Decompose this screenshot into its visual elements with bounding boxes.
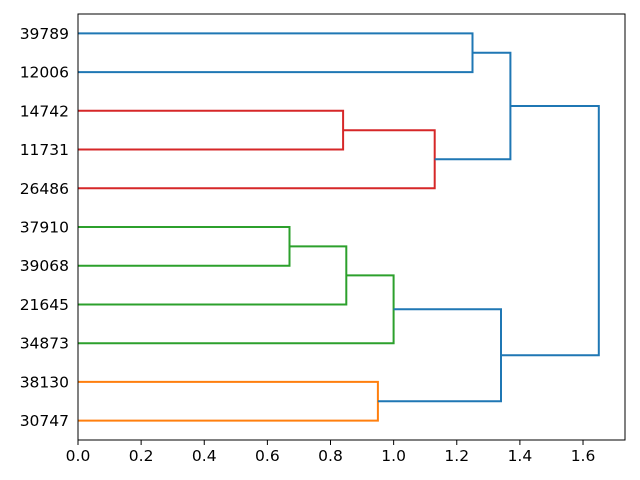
dendrogram-link-9 [501, 105, 600, 357]
x-tick-label-7: 1.4 [508, 447, 533, 465]
leaf-label-30747: 30747 [20, 412, 69, 430]
leaf-label-21645: 21645 [20, 296, 69, 314]
leaf-label-34873: 34873 [20, 335, 69, 353]
leaf-label-12006: 12006 [20, 64, 69, 82]
x-tick-label-0: 0.0 [66, 447, 91, 465]
leaf-label-37910: 37910 [20, 219, 69, 237]
x-tick-label-3: 0.6 [255, 447, 280, 465]
x-tick-label-8: 1.6 [571, 447, 596, 465]
x-tick-label-1: 0.2 [129, 447, 154, 465]
leaf-label-38130: 38130 [20, 373, 69, 391]
leaf-label-39068: 39068 [20, 257, 69, 275]
leaf-label-11731: 11731 [20, 141, 69, 159]
x-tick-label-5: 1.0 [381, 447, 406, 465]
x-tick-label-2: 0.4 [192, 447, 217, 465]
leaf-label-14742: 14742 [20, 102, 69, 120]
axes-spines [77, 13, 626, 441]
leaf-label-26486: 26486 [20, 180, 69, 198]
x-tick-label-4: 0.8 [318, 447, 343, 465]
x-tick-label-6: 1.2 [444, 447, 469, 465]
leaf-label-39789: 39789 [20, 25, 69, 43]
